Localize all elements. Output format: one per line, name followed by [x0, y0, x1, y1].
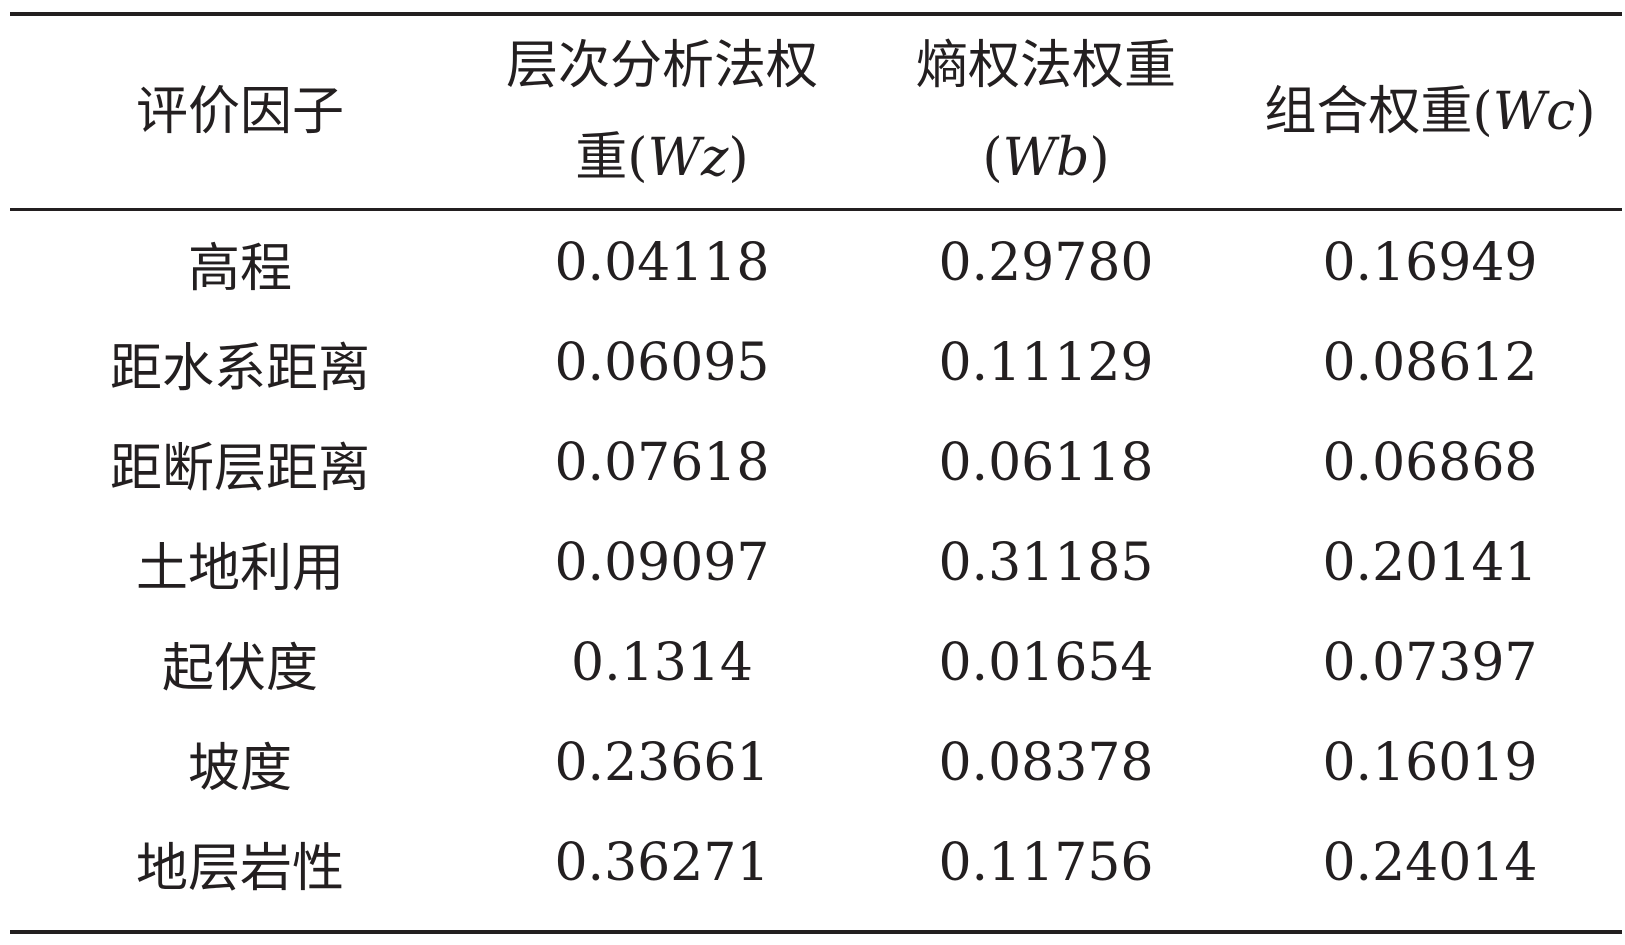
ahp-weight-cell: 0.06095	[554, 333, 770, 393]
combined-weight-cell: 0.06868	[1322, 433, 1538, 493]
header-ahp-var: Wz	[647, 128, 729, 188]
header-combined-prefix: 组合权重(	[1264, 82, 1493, 142]
entropy-weight-cell: 0.29780	[938, 233, 1154, 293]
combined-weight-cell: 0.08612	[1322, 333, 1538, 393]
header-entropy-var: Wb	[1002, 128, 1090, 188]
entropy-weight-cell: 0.11129	[938, 333, 1154, 393]
factor-cell: 起伏度	[161, 638, 318, 699]
header-entropy-weight-line1: 熵权法权重	[915, 36, 1176, 96]
table-header: 评价因子 层次分析法权 重(Wz) 熵权法权重 (Wb) 组合权重(Wc)	[10, 16, 1622, 208]
header-combined-var: Wc	[1492, 82, 1576, 142]
header-combined-weight-line1: 组合权重(Wc)	[1264, 66, 1595, 158]
combined-weight-cell: 0.20141	[1322, 533, 1538, 593]
ahp-weight-cell: 0.36271	[554, 833, 770, 893]
ahp-weight-cell: 0.1314	[571, 633, 753, 693]
table-row: 土地利用 0.09097 0.31185 0.20141	[10, 511, 1622, 615]
header-ahp-weight-line1: 层次分析法权	[505, 36, 818, 96]
factor-cell: 距水系距离	[109, 338, 370, 399]
ahp-weight-cell: 0.23661	[554, 733, 770, 793]
ahp-weight-cell: 0.04118	[554, 233, 770, 293]
factor-cell: 地层岩性	[135, 838, 344, 899]
factor-cell: 距断层距离	[109, 438, 370, 499]
header-entropy-suffix: )	[1089, 128, 1110, 188]
factor-cell: 高程	[187, 238, 292, 299]
ahp-weight-cell: 0.09097	[554, 533, 770, 593]
table-row: 地层岩性 0.36271 0.11756 0.24014	[10, 811, 1622, 915]
entropy-weight-cell: 0.06118	[938, 433, 1154, 493]
table-row: 高程 0.04118 0.29780 0.16949	[10, 211, 1622, 315]
table-header-rule	[10, 208, 1622, 211]
header-ahp-prefix: 重(	[575, 128, 648, 188]
entropy-weight-cell: 0.01654	[938, 633, 1154, 693]
header-ahp-weight: 层次分析法权 重(Wz)	[470, 16, 854, 208]
combined-weight-cell: 0.24014	[1322, 833, 1538, 893]
header-ahp-weight-line2: 重(Wz)	[506, 112, 818, 204]
ahp-weight-cell: 0.07618	[554, 433, 770, 493]
entropy-weight-cell: 0.08378	[938, 733, 1154, 793]
factor-cell: 坡度	[187, 738, 292, 799]
entropy-weight-cell: 0.11756	[938, 833, 1154, 893]
header-entropy-prefix: (	[982, 128, 1003, 188]
header-combined-weight: 组合权重(Wc)	[1238, 16, 1622, 208]
combined-weight-cell: 0.16019	[1322, 733, 1538, 793]
table-row: 距水系距离 0.06095 0.11129 0.08612	[10, 311, 1622, 415]
combined-weight-cell: 0.07397	[1322, 633, 1538, 693]
header-entropy-weight-line2: (Wb)	[916, 112, 1176, 204]
header-entropy-weight: 熵权法权重 (Wb)	[854, 16, 1238, 208]
table-top-rule	[10, 12, 1622, 16]
header-evaluation-factor: 评价因子	[10, 16, 470, 208]
table-row: 距断层距离 0.07618 0.06118 0.06868	[10, 411, 1622, 515]
table-row: 起伏度 0.1314 0.01654 0.07397	[10, 611, 1622, 715]
table-row: 坡度 0.23661 0.08378 0.16019	[10, 711, 1622, 815]
table-bottom-rule	[10, 930, 1622, 934]
header-evaluation-factor-text: 评价因子	[135, 82, 344, 142]
header-ahp-suffix: )	[728, 128, 749, 188]
entropy-weight-cell: 0.31185	[938, 533, 1154, 593]
header-combined-suffix: )	[1575, 82, 1596, 142]
factor-cell: 土地利用	[135, 538, 344, 599]
combined-weight-cell: 0.16949	[1322, 233, 1538, 293]
weights-table: 评价因子 层次分析法权 重(Wz) 熵权法权重 (Wb) 组合权重(Wc) 高程…	[10, 0, 1622, 945]
